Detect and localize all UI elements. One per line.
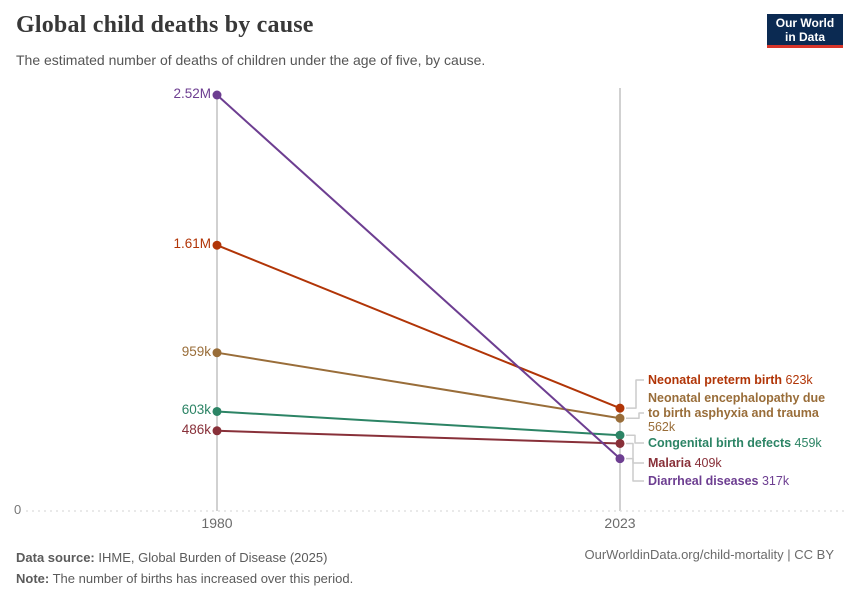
data-source-line: Data source: IHME, Global Burden of Dise… bbox=[16, 550, 328, 565]
end-point[interactable] bbox=[615, 413, 625, 423]
series-end-label[interactable]: Diarrheal diseases 317k bbox=[648, 474, 789, 489]
owid-logo[interactable]: Our World in Data bbox=[767, 14, 843, 48]
series-end-label[interactable]: Neonatal preterm birth 623k bbox=[648, 373, 813, 388]
owid-logo-line1: Our World bbox=[775, 15, 835, 30]
end-point[interactable] bbox=[615, 454, 625, 464]
label-connector bbox=[626, 457, 644, 482]
label-connector bbox=[626, 434, 644, 444]
slope-line[interactable] bbox=[216, 351, 621, 420]
slope-line[interactable] bbox=[216, 94, 621, 460]
start-point[interactable] bbox=[212, 240, 222, 250]
start-point[interactable] bbox=[212, 348, 222, 358]
series-name: Congenital birth defects bbox=[648, 436, 792, 450]
end-point[interactable] bbox=[615, 438, 625, 448]
start-point[interactable] bbox=[212, 406, 222, 416]
note-line: Note: The number of births has increased… bbox=[16, 571, 354, 586]
start-value-label: 486k bbox=[181, 421, 211, 437]
x-axis-tick: 1980 bbox=[201, 515, 233, 531]
series-end-value: 317k bbox=[758, 474, 790, 488]
start-value-label: 1.61M bbox=[173, 236, 211, 252]
start-value-label: 959k bbox=[181, 343, 211, 359]
series-end-value: 623k bbox=[782, 373, 813, 387]
y-axis-zero-label: 0 bbox=[14, 502, 22, 517]
series-end-value: 409k bbox=[691, 456, 722, 470]
start-value-label: 603k bbox=[181, 402, 211, 418]
series-name: Diarrheal diseases bbox=[648, 474, 759, 488]
series-name: Malaria bbox=[648, 456, 692, 470]
slope-line[interactable] bbox=[216, 244, 621, 410]
slope-line[interactable] bbox=[216, 410, 621, 437]
owid-logo-line2: in Data bbox=[784, 29, 825, 44]
footer-source-note: Data source: IHME, Global Burden of Dise… bbox=[16, 547, 353, 589]
series-end-label[interactable]: Congenital birth defects 459k bbox=[648, 436, 822, 451]
series-end-label[interactable]: Malaria 409k bbox=[648, 456, 722, 471]
x-axis-tick: 2023 bbox=[604, 515, 636, 531]
end-point[interactable] bbox=[615, 430, 625, 440]
end-point[interactable] bbox=[615, 403, 625, 413]
series-end-value: 562k bbox=[648, 420, 676, 434]
label-connector bbox=[626, 379, 644, 409]
series-name: Neonatal preterm birth bbox=[648, 373, 783, 387]
series-end-value: 459k bbox=[791, 436, 822, 450]
label-connector bbox=[626, 412, 644, 419]
series-name: Neonatal encephalopathy due to birth asp… bbox=[648, 391, 826, 420]
slope-line[interactable] bbox=[216, 429, 621, 445]
start-point[interactable] bbox=[212, 90, 222, 100]
footer-link[interactable]: OurWorldinData.org/child-mortality | CC … bbox=[584, 547, 835, 562]
label-connector bbox=[626, 442, 644, 464]
page-title: Global child deaths by cause bbox=[16, 12, 314, 38]
start-value-label: 2.52M bbox=[173, 86, 211, 101]
series-end-label[interactable]: Neonatal encephalopathy due to birth asp… bbox=[648, 391, 826, 435]
chart-subtitle: The estimated number of deaths of childr… bbox=[16, 52, 486, 68]
start-point[interactable] bbox=[212, 426, 222, 436]
